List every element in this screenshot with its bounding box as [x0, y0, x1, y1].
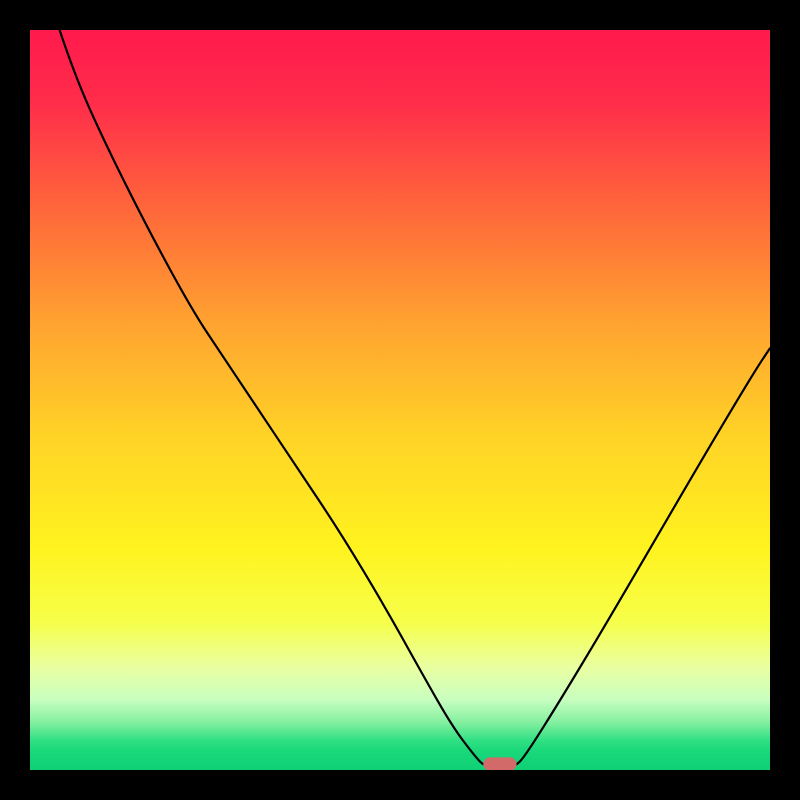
chart-background — [30, 30, 770, 770]
optimal-point-marker — [483, 757, 516, 770]
chart-frame: TheBottleneck.com — [0, 0, 800, 800]
bottleneck-chart-svg — [30, 30, 770, 770]
chart-plot-area — [30, 30, 770, 770]
